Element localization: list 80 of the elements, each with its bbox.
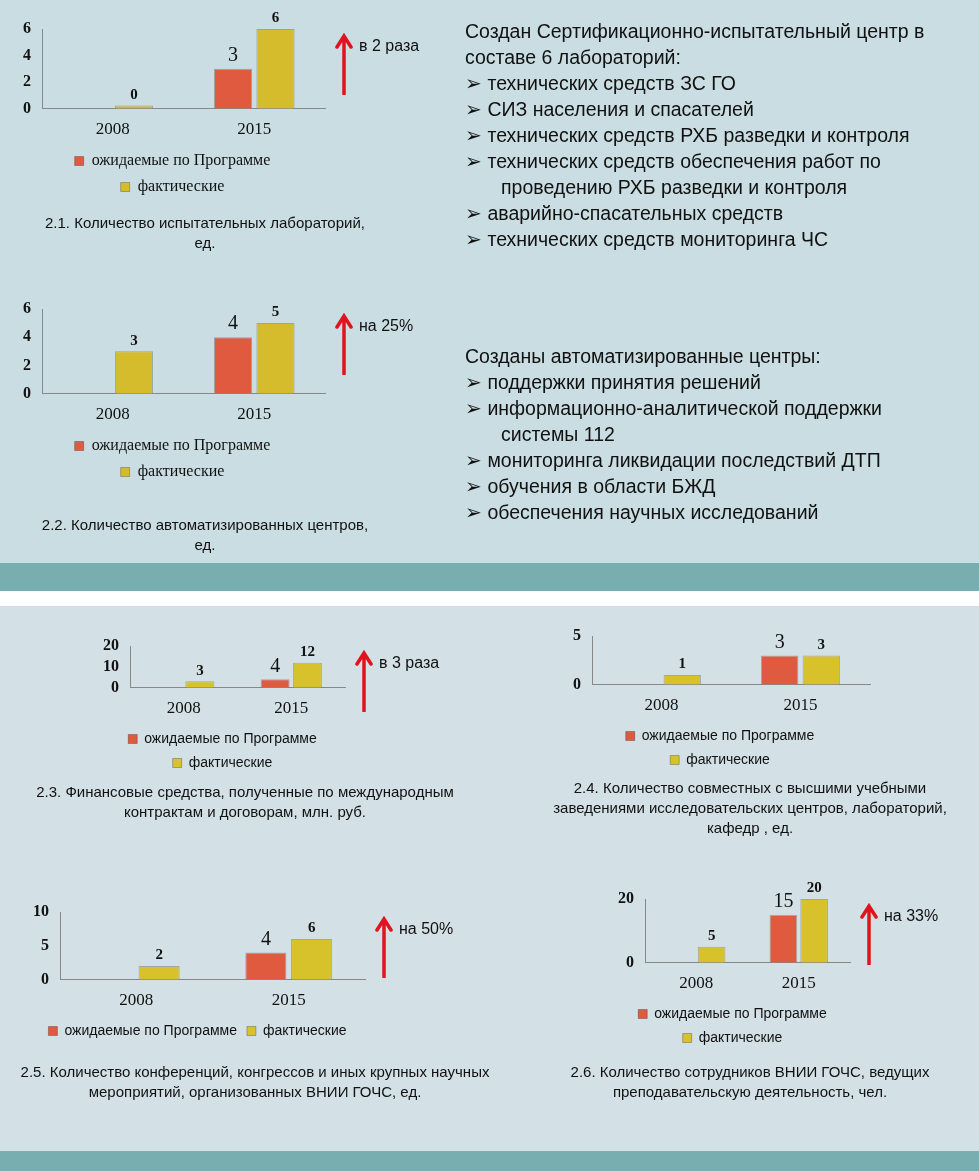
data-label: 0 [130,85,138,102]
legend-label: ожидаемые по Программе [144,729,317,746]
data-label: 12 [299,643,315,660]
legend-label: ожидаемые по Программе [91,151,271,170]
x-tick-label: 2015 [783,695,818,715]
text: 2.6. Количество сотрудников ВНИИ ГОЧС, ведущих преподавательскую деятельность, чел. [569,1062,931,1102]
legend-label: фактические [262,1021,347,1038]
text: ➢ СИЗ населения и спасателей [465,97,755,122]
text: ➢ аварийно-спасательных средств [465,201,785,226]
y-tick-label: 4 [23,45,31,63]
text: 2.4. Количество совместных с высшими учебными заведениями исследовательских центров, лабораторий, кафедр , ед. [552,778,948,838]
x-tick-label: 2008 [119,990,154,1010]
data-label: 5 [707,927,716,944]
text: 2.3. Финансовые средства, полученные по международным контрактам и договорам, млн. руб. [35,782,455,822]
text: 2.5. Количество конференций, конгрессов и иных крупных научных мероприятий, организованных ВНИИ ГОЧС, ед. [19,1062,491,1102]
legend-label: ожидаемые по Программе [64,1021,238,1038]
legend-label: фактические [686,750,771,767]
data-label: 3 [817,635,826,652]
x-tick-label: 2015 [271,990,306,1010]
y-tick-label: 2 [23,72,31,90]
y-tick-label: 4 [23,327,31,345]
x-tick-label: 2015 [237,119,272,139]
y-tick-label: 10 [33,902,49,920]
y-tick-label: 6 [23,19,31,37]
legend-label: фактические [698,1028,783,1045]
text: 2.1. Количество испытательных лабораторий, ед. [44,213,366,253]
data-label: 3 [196,661,204,678]
data-label: 6 [307,919,316,936]
text: Создан Сертификационно-испытательный центр в составе 6 лабораторий: [465,19,926,70]
legend-label: ожидаемые по Программе [641,726,815,743]
data-label: 3 [130,331,138,348]
text: ➢ обеспечения научных исследований [465,500,820,525]
y-tick-label: 5 [41,935,49,953]
y-tick-label: 0 [41,969,49,987]
data-label: 4 [260,926,271,949]
text: ➢ технических средств ЗС ГО [465,71,737,96]
legend-label: ожидаемые по Программе [91,436,271,455]
y-tick-label: 20 [103,636,119,654]
text: ➢ обучения в области БЖД [465,474,717,499]
y-tick-label: 0 [23,383,31,401]
text: ➢ технических средств мониторинга ЧС [465,227,830,252]
x-tick-label: 2015 [274,698,309,718]
x-tick-label: 2008 [644,695,679,715]
text: на 33% [884,907,939,925]
y-tick-label: 10 [103,656,119,674]
text: ➢ информационно-аналитической поддержки системы 112 [465,396,883,447]
data-label: 4 [228,311,239,334]
legend-label: фактические [137,177,225,196]
x-tick-label: 2008 [95,404,130,424]
data-label: 20 [806,879,822,896]
x-tick-label: 2008 [166,698,201,718]
data-label: 6 [271,9,280,26]
text: на 25% [359,317,414,335]
data-label: 5 [271,303,280,320]
legend-label: ожидаемые по Программе [654,1004,827,1021]
data-label: 3 [774,629,785,652]
x-tick-label: 2015 [237,404,272,424]
x-tick-label: 2008 [95,119,130,139]
text: 2.2. Количество автоматизированных центров, ед. [40,515,370,555]
text: ➢ мониторинга ликвидации последствий ДТП [465,448,882,473]
data-label: 4 [270,653,281,676]
data-label: 2 [155,946,163,963]
legend-label: фактические [188,753,273,770]
x-tick-label: 2008 [679,973,714,993]
y-tick-label: 0 [23,98,31,116]
y-tick-label: 2 [23,355,31,373]
y-tick-label: 0 [111,677,119,695]
text: в 2 раза [359,37,420,55]
text: ➢ технических средств обеспечения работ по проведению РХБ разведки и контроля [465,149,882,200]
data-label: 3 [228,43,239,66]
y-tick-label: 6 [23,299,31,317]
text: ➢ поддержки принятия решений [465,370,762,395]
data-label: 1 [678,655,687,672]
text: ➢ технических средств РХБ разведки и контроля [465,123,911,148]
text: на 50% [399,920,454,938]
legend-label: фактические [137,462,225,481]
data-label: 15 [773,889,794,912]
text: в 3 раза [379,654,440,672]
text: Созданы автоматизированные центры: [465,344,822,369]
x-tick-label: 2015 [781,973,816,993]
